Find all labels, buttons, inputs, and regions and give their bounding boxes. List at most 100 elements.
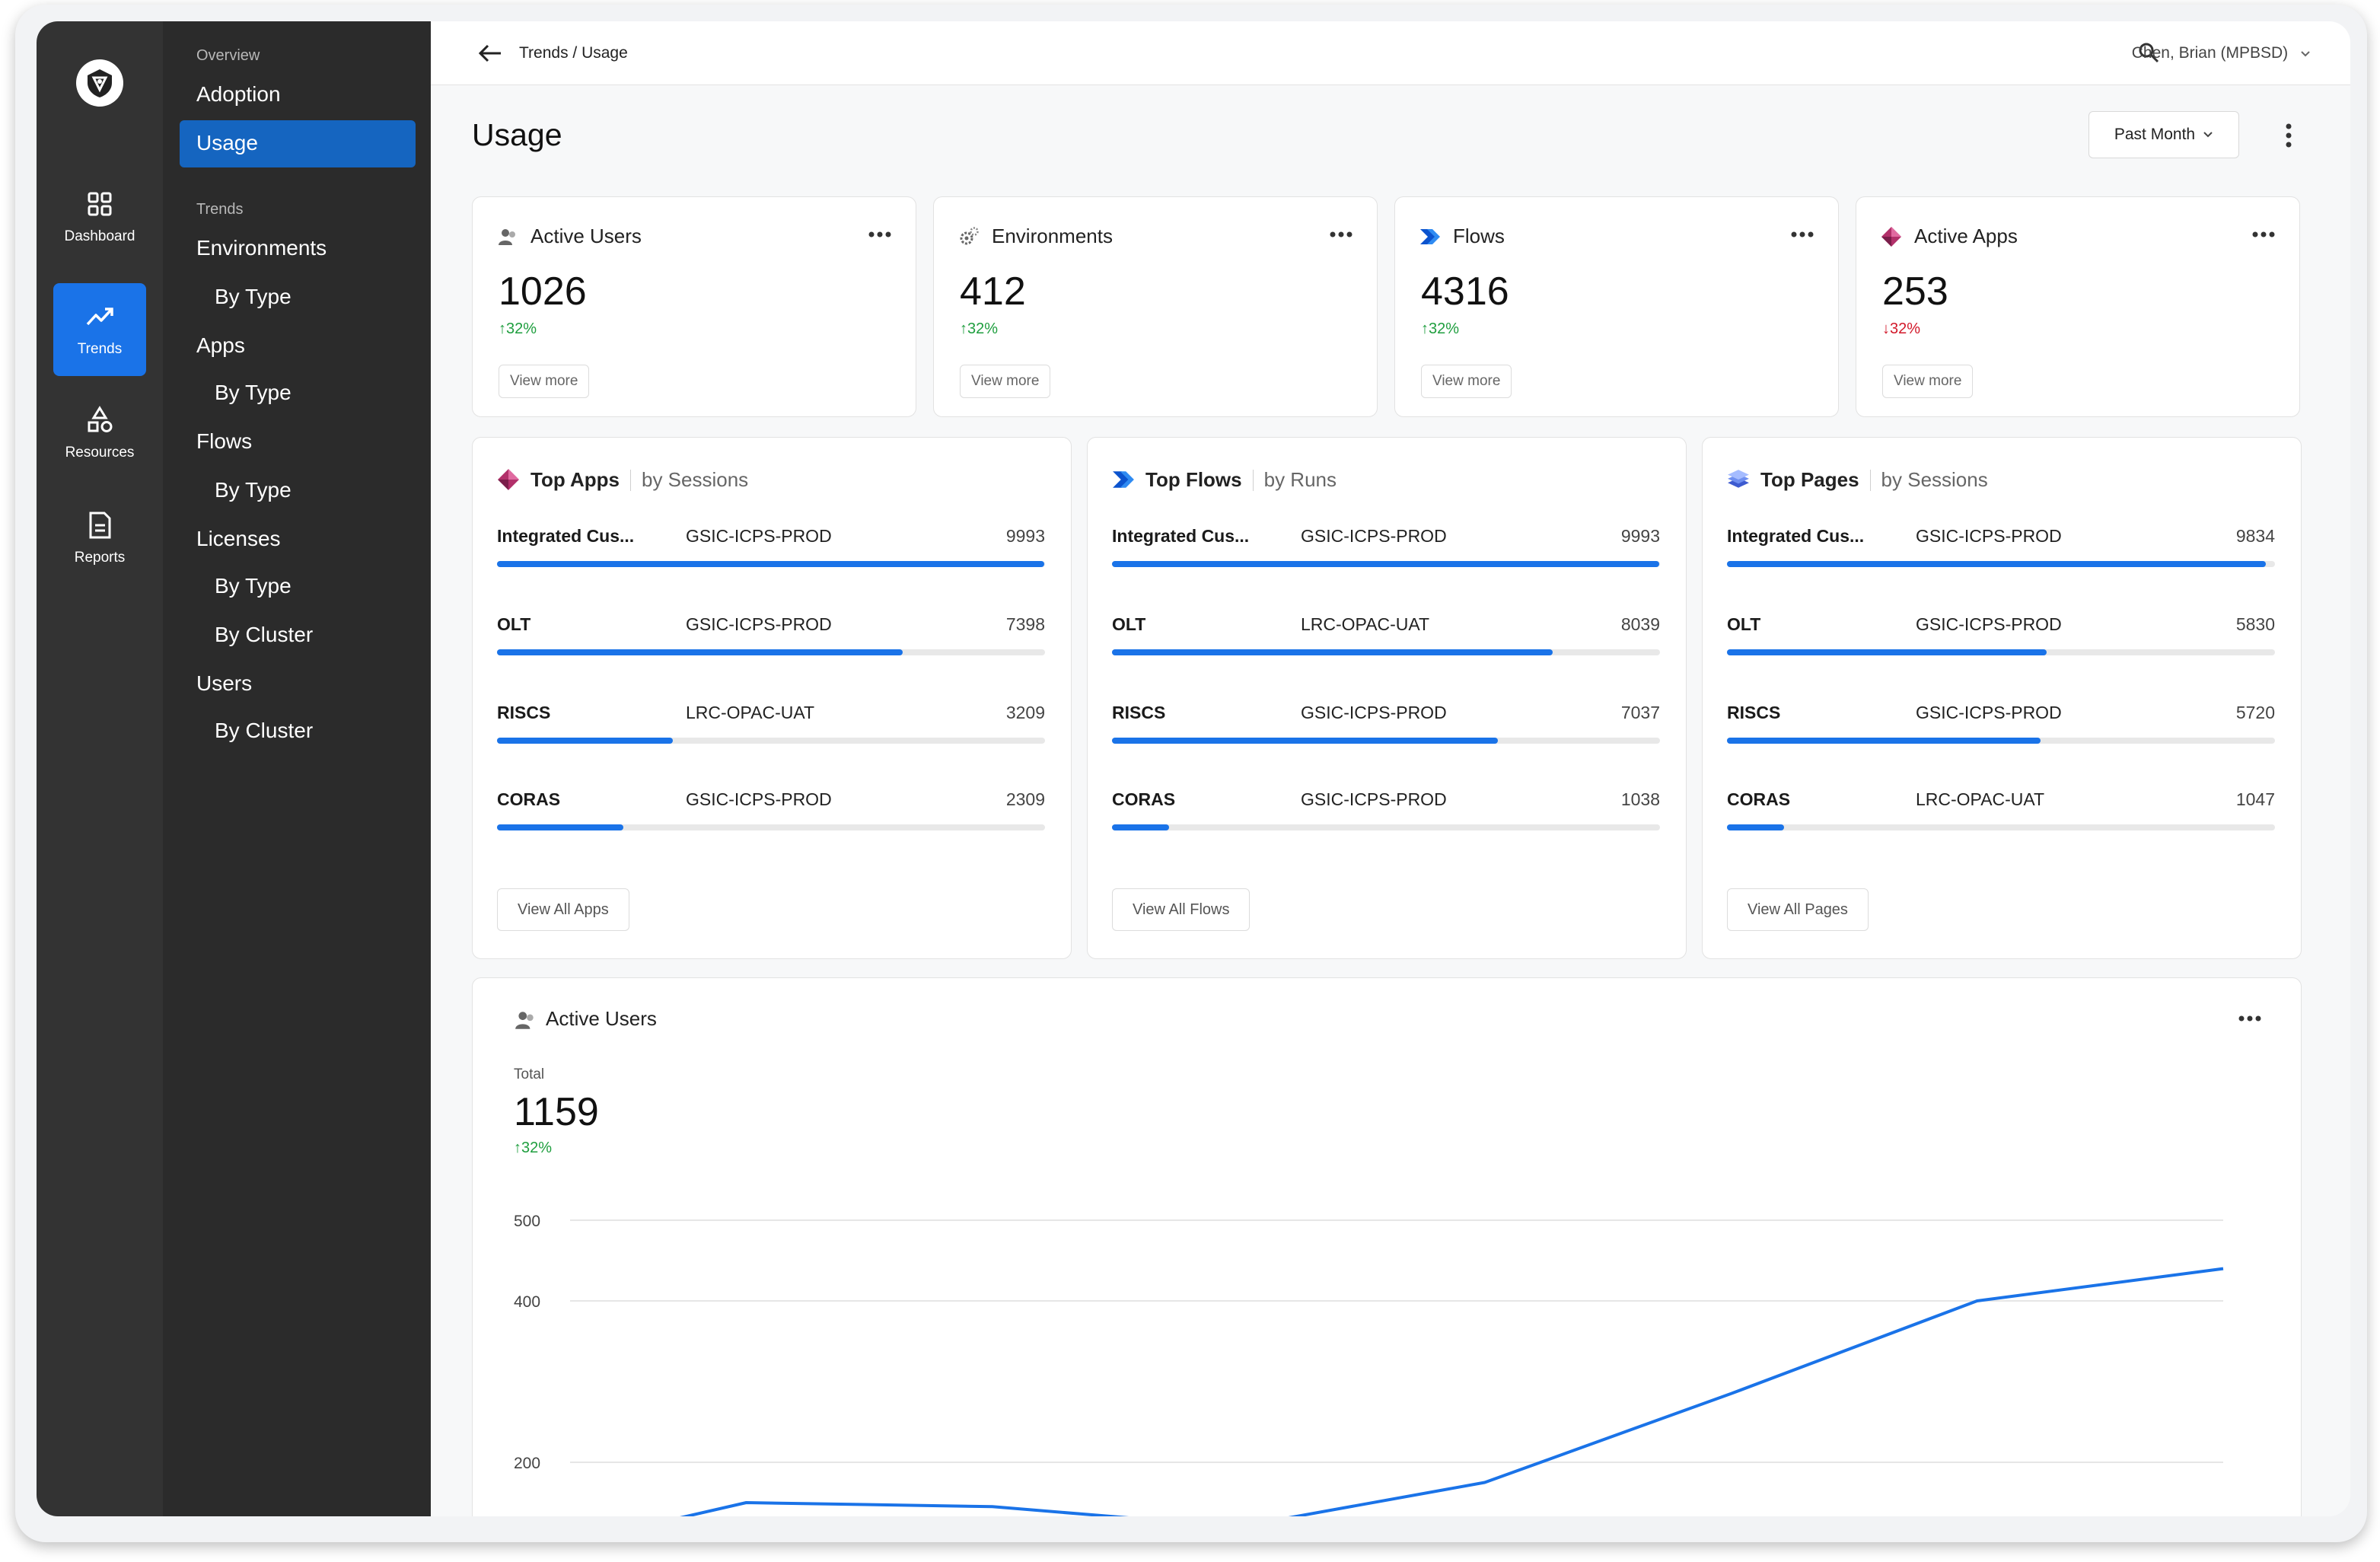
- list-item[interactable]: OLT LRC-OPAC-UAT 8039: [1112, 614, 1660, 668]
- app-window: Dashboard Trends Resources Reports: [37, 21, 2350, 1516]
- more-icon[interactable]: [2237, 1007, 2263, 1030]
- back-arrow-icon[interactable]: [476, 40, 504, 67]
- progress-fill: [1727, 649, 2047, 655]
- item-value: 3209: [1005, 703, 1045, 722]
- subnav-environments-by-type[interactable]: By Type: [215, 285, 292, 308]
- subnav-adoption[interactable]: Adoption: [196, 82, 281, 106]
- subnav-users-by-cluster[interactable]: By Cluster: [215, 719, 314, 742]
- active-users-chart-card: Active Users Total 1159 ↑32% 500 400 200: [472, 977, 2302, 1516]
- list-item[interactable]: Integrated Cus... GSIC-ICPS-PROD 9834: [1727, 526, 2275, 579]
- date-range-value: Past Month: [2114, 126, 2196, 143]
- more-icon[interactable]: [867, 223, 893, 246]
- top-bar: Trends / Usage Chen, Brian (MPBSD): [431, 21, 2350, 85]
- list-item[interactable]: RISCS GSIC-ICPS-PROD 5720: [1727, 703, 2275, 756]
- progress-fill: [497, 738, 674, 744]
- chart-card-title: Active Users: [546, 1007, 657, 1030]
- rail-reports[interactable]: Reports: [53, 492, 146, 585]
- stat-value: 412: [960, 269, 1026, 314]
- view-all-flows-button[interactable]: View All Flows: [1112, 888, 1251, 931]
- y-tick-label: 400: [514, 1293, 540, 1311]
- list-item[interactable]: OLT GSIC-ICPS-PROD 5830: [1727, 614, 2275, 668]
- item-name: CORAS: [1727, 789, 1791, 809]
- divider: [1252, 469, 1254, 491]
- stat-change-value: 32%: [1429, 320, 1460, 337]
- item-name: RISCS: [1112, 703, 1166, 722]
- item-value: 9834: [2235, 526, 2275, 546]
- item-name: RISCS: [1727, 703, 1781, 722]
- list-item[interactable]: RISCS LRC-OPAC-UAT 3209: [497, 703, 1045, 756]
- item-name: CORAS: [497, 789, 561, 809]
- view-more-button[interactable]: View more: [960, 365, 1051, 398]
- view-more-button[interactable]: View more: [499, 365, 590, 398]
- app-icon: [1881, 227, 1901, 247]
- top-apps-card: Top Apps by Sessions Integrated Cus... G…: [472, 437, 1072, 959]
- subnav-usage[interactable]: Usage: [196, 131, 258, 155]
- view-all-apps-button[interactable]: View All Apps: [497, 888, 629, 931]
- list-item[interactable]: Integrated Cus... GSIC-ICPS-PROD 9993: [497, 526, 1045, 579]
- subnav-licenses-by-type[interactable]: By Type: [215, 574, 292, 598]
- view-more-button[interactable]: View more: [1421, 365, 1512, 398]
- list-item[interactable]: OLT GSIC-ICPS-PROD 7398: [497, 614, 1045, 668]
- list-item[interactable]: RISCS GSIC-ICPS-PROD 7037: [1112, 703, 1660, 756]
- stat-title: Active Apps: [1914, 225, 2018, 247]
- total-change-value: 32%: [521, 1140, 553, 1156]
- subnav-apps[interactable]: Apps: [196, 333, 245, 357]
- more-icon[interactable]: [1328, 223, 1354, 246]
- view-more-button[interactable]: View more: [1882, 365, 1974, 398]
- rail-dashboard[interactable]: Dashboard: [53, 171, 146, 263]
- user-menu[interactable]: Chen, Brian (MPBSD): [2132, 44, 2311, 62]
- date-range-select[interactable]: Past Month: [2088, 111, 2239, 158]
- user-name: Chen, Brian (MPBSD): [2131, 44, 2289, 62]
- rail-resources[interactable]: Resources: [53, 387, 146, 480]
- item-environment: LRC-OPAC-UAT: [686, 703, 815, 722]
- item-environment: GSIC-ICPS-PROD: [1301, 526, 1447, 546]
- card-subtitle: by Sessions: [641, 468, 749, 491]
- users-icon: [515, 1012, 534, 1029]
- list-item[interactable]: CORAS LRC-OPAC-UAT 1047: [1727, 789, 2275, 843]
- subnav-apps-by-type[interactable]: By Type: [215, 381, 292, 404]
- search-icon[interactable]: [2137, 41, 2160, 64]
- stat-title: Active Users: [530, 225, 642, 247]
- progress-track: [1112, 561, 1660, 567]
- subnav-licenses-by-cluster[interactable]: By Cluster: [215, 623, 314, 646]
- grid-icon: [88, 192, 112, 216]
- breadcrumb[interactable]: Trends / Usage: [519, 44, 628, 62]
- list-item[interactable]: Integrated Cus... GSIC-ICPS-PROD 9993: [1112, 526, 1660, 579]
- subnav-licenses[interactable]: Licenses: [196, 527, 281, 550]
- rail-trends[interactable]: Trends: [53, 283, 146, 376]
- item-name: Integrated Cus...: [497, 526, 635, 546]
- more-icon[interactable]: [1789, 223, 1815, 246]
- card-subtitle: by Sessions: [1881, 468, 1988, 491]
- subnav-users[interactable]: Users: [196, 671, 253, 695]
- subnav-environments[interactable]: Environments: [196, 236, 327, 260]
- stat-card-environments: Environments 412 ↑32% View more: [933, 196, 1378, 417]
- series-line-active-users: [680, 1267, 2224, 1516]
- item-value: 7398: [1005, 614, 1045, 634]
- subnav-flows[interactable]: Flows: [196, 429, 253, 453]
- rail-resources-label: Resources: [65, 445, 135, 461]
- page-more-icon[interactable]: [2277, 120, 2300, 151]
- item-name: CORAS: [1112, 789, 1176, 809]
- divider: [1869, 469, 1871, 491]
- item-value: 9993: [1005, 526, 1045, 546]
- item-value: 7037: [1620, 703, 1660, 722]
- more-icon[interactable]: [2251, 223, 2276, 246]
- item-name: Integrated Cus...: [1112, 526, 1250, 546]
- rail-trends-label: Trends: [77, 341, 123, 357]
- list-item[interactable]: CORAS GSIC-ICPS-PROD 1038: [1112, 789, 1660, 843]
- subnav-flows-by-type[interactable]: By Type: [215, 478, 292, 502]
- item-name: OLT: [1112, 614, 1146, 634]
- app-logo-icon[interactable]: [76, 59, 123, 107]
- item-environment: GSIC-ICPS-PROD: [686, 789, 832, 809]
- top-pages-header: Top Pages by Sessions: [1760, 468, 1988, 492]
- rail-dashboard-label: Dashboard: [64, 228, 135, 244]
- stat-change: ↓32%: [1882, 320, 1921, 337]
- list-item[interactable]: CORAS GSIC-ICPS-PROD 2309: [497, 789, 1045, 843]
- y-tick-label: 200: [514, 1455, 540, 1472]
- item-name: OLT: [1727, 614, 1761, 634]
- view-all-pages-button[interactable]: View All Pages: [1727, 888, 1869, 931]
- app-icon: [498, 469, 519, 490]
- stat-change-value: 32%: [506, 320, 537, 337]
- progress-track: [1727, 561, 2275, 567]
- card-subtitle: by Runs: [1263, 468, 1337, 491]
